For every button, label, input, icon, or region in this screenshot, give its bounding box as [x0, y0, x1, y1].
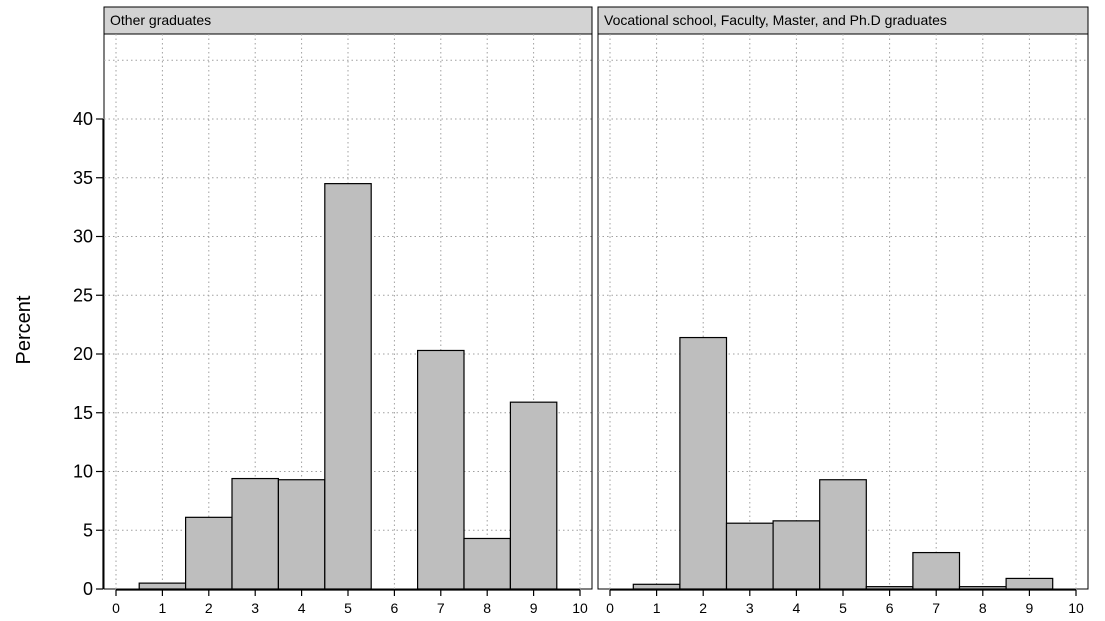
y-tick-label: 40 [73, 109, 93, 129]
bar-5 [324, 183, 372, 590]
y-tick-label: 25 [73, 285, 93, 305]
y-tick-label: 10 [73, 462, 93, 482]
bar-4 [772, 520, 821, 590]
bar-8 [463, 537, 512, 590]
x-tick-label: 10 [1068, 600, 1084, 616]
x-tick-label: 3 [251, 600, 259, 616]
y-tick-label: 5 [83, 520, 93, 540]
y-axis-label: Percent [13, 295, 35, 364]
x-tick-label: 4 [793, 600, 801, 616]
x-tick-label: 10 [572, 600, 588, 616]
x-tick-label: 3 [746, 600, 754, 616]
bar-1 [138, 582, 187, 590]
y-tick-label: 35 [73, 168, 93, 188]
panel-title-strip [103, 6, 593, 35]
x-tick-label: 0 [606, 600, 614, 616]
bar-1 [632, 583, 681, 590]
bar-9 [1005, 577, 1054, 590]
x-tick-label: 7 [437, 600, 445, 616]
bar-3 [231, 477, 280, 590]
bar-7 [912, 551, 961, 590]
bar-9 [509, 401, 558, 590]
x-tick-label: 5 [839, 600, 847, 616]
y-tick-label: 30 [73, 227, 93, 247]
x-tick-label: 6 [391, 600, 399, 616]
x-tick-label: 1 [653, 600, 661, 616]
bar-5 [819, 479, 867, 590]
x-tick-label: 9 [530, 600, 538, 616]
x-tick-label: 5 [344, 600, 352, 616]
panel-title: Other graduates [110, 12, 211, 28]
x-tick-label: 6 [886, 600, 894, 616]
x-tick-label: 8 [483, 600, 491, 616]
panel-1: Other graduates 0 1 2 3 4 5 6 7 8 9 10 0 5 10 15 20 25 30 3… [73, 6, 593, 616]
bar-7 [417, 349, 465, 590]
x-tick-label: 7 [932, 600, 940, 616]
panel-2: Vocational school, Faculty, Master, and … [597, 6, 1089, 616]
x-tick-label: 8 [979, 600, 987, 616]
x-tick-label: 2 [699, 600, 707, 616]
y-tick-label: 0 [83, 579, 93, 599]
bar-2 [679, 336, 728, 590]
y-tick-label: 20 [73, 344, 93, 364]
x-tick-label: 1 [159, 600, 167, 616]
bar-6 [865, 586, 914, 590]
panel-title: Vocational school, Faculty, Master, and … [604, 12, 947, 28]
x-tick-label: 9 [1026, 600, 1034, 616]
x-tick-label: 0 [112, 600, 120, 616]
x-tick-label: 2 [205, 600, 213, 616]
bar-3 [725, 522, 774, 590]
bar-2 [185, 516, 233, 590]
x-tick-label: 4 [298, 600, 306, 616]
bar-8 [958, 586, 1007, 590]
bar-4 [277, 479, 326, 590]
y-tick-label: 15 [73, 403, 93, 423]
